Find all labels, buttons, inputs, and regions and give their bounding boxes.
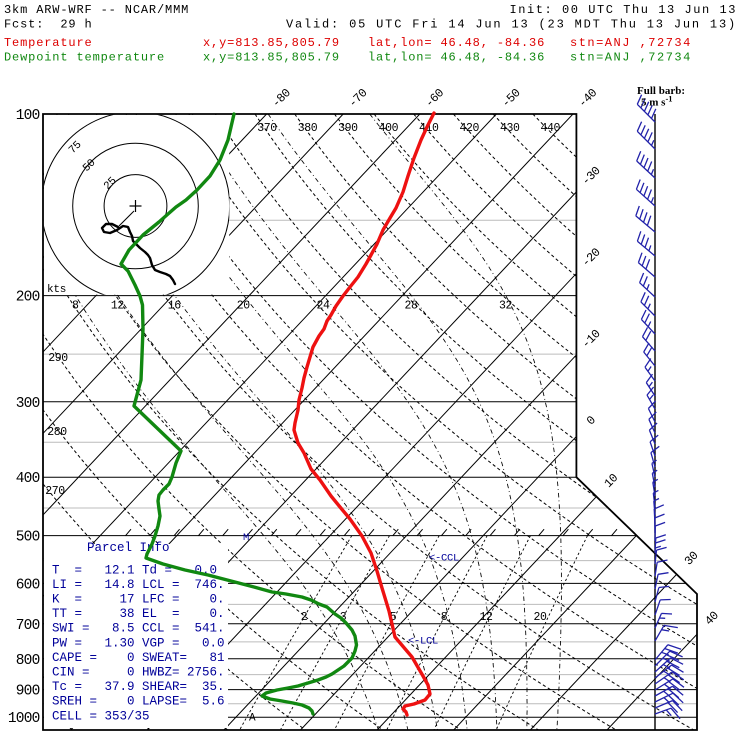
svg-text:300: 300	[16, 396, 40, 412]
svg-text:20: 20	[533, 611, 547, 624]
svg-text:280: 280	[47, 426, 67, 439]
svg-text:8: 8	[441, 611, 448, 624]
svg-text:lat,lon= 46.48, -84.36: lat,lon= 46.48, -84.36	[368, 36, 545, 50]
svg-text:800: 800	[16, 653, 40, 669]
svg-text:5: 5	[390, 611, 397, 624]
svg-text:A: A	[249, 713, 256, 725]
svg-text:stn=ANJ ,72734: stn=ANJ ,72734	[570, 51, 692, 65]
svg-text:x,y=813.85,805.79: x,y=813.85,805.79	[203, 36, 340, 50]
svg-text:Tc = 37.9 SHEAR= 35.: Tc = 37.9 SHEAR= 35.	[52, 680, 225, 694]
svg-text:8: 8	[72, 300, 79, 313]
svg-text:20: 20	[237, 300, 251, 313]
svg-text:<-CCL: <-CCL	[429, 553, 459, 565]
svg-text:SREH = 0 LAPSE= 5.6: SREH = 0 LAPSE= 5.6	[52, 695, 225, 709]
svg-text:Init: 00 UTC Thu 13 Jun 13: Init: 00 UTC Thu 13 Jun 13	[509, 3, 737, 17]
svg-text:Fcst: 29 h: Fcst: 29 h	[4, 18, 93, 32]
svg-text:380: 380	[298, 122, 318, 135]
svg-text:TT = 38 EL = 0.: TT = 38 EL = 0.	[52, 607, 225, 621]
svg-text:32: 32	[499, 300, 513, 313]
svg-text:100: 100	[16, 108, 40, 124]
svg-text:370: 370	[257, 122, 277, 135]
svg-text:12: 12	[111, 300, 125, 313]
svg-text:Valid: 05 UTC Fri 14 Jun 13 (2: Valid: 05 UTC Fri 14 Jun 13 (23 MDT Thu …	[286, 18, 737, 32]
svg-text:PW = 1.30 VGP = 0.0: PW = 1.30 VGP = 0.0	[52, 636, 225, 650]
svg-text:28: 28	[404, 300, 418, 313]
svg-text:LI = 14.8 LCL = 746.: LI = 14.8 LCL = 746.	[52, 578, 225, 592]
svg-text:CIN = 0 HWBZ= 2756.: CIN = 0 HWBZ= 2756.	[52, 666, 225, 680]
svg-text:Temperature: Temperature	[4, 36, 93, 50]
svg-text:12: 12	[479, 611, 493, 624]
svg-text:400: 400	[379, 122, 399, 135]
svg-text:500: 500	[16, 530, 40, 546]
svg-text:<-LCL: <-LCL	[408, 636, 438, 648]
svg-text:M: M	[243, 532, 249, 544]
svg-text:290: 290	[48, 352, 68, 365]
svg-text:Parcel Info: Parcel Info	[87, 541, 170, 555]
svg-text:Full barb:: Full barb:	[637, 85, 685, 97]
svg-text:K = 17 LFC = 0.: K = 17 LFC = 0.	[52, 593, 225, 607]
svg-text:kts: kts	[47, 284, 66, 296]
svg-text:CELL = 353/35: CELL = 353/35	[52, 709, 150, 723]
svg-text:5 m s-1: 5 m s-1	[641, 94, 673, 109]
svg-text:900: 900	[16, 684, 40, 700]
svg-text:CAPE = 0 SWEAT= 81: CAPE = 0 SWEAT= 81	[52, 651, 225, 665]
svg-text:x,y=813.85,805.79: x,y=813.85,805.79	[203, 51, 340, 65]
svg-text:700: 700	[16, 618, 40, 634]
svg-text:440: 440	[540, 122, 560, 135]
svg-text:16: 16	[168, 300, 182, 313]
svg-text:390: 390	[338, 122, 358, 135]
svg-text:200: 200	[16, 290, 40, 306]
svg-text:3km ARW-WRF -- NCAR/MMM: 3km ARW-WRF -- NCAR/MMM	[4, 3, 189, 17]
svg-text:400: 400	[16, 471, 40, 487]
svg-text:2: 2	[301, 611, 308, 624]
svg-text:430: 430	[500, 122, 520, 135]
svg-text:420: 420	[460, 122, 480, 135]
svg-text:lat,lon= 46.48, -84.36: lat,lon= 46.48, -84.36	[368, 51, 545, 65]
svg-text:270: 270	[45, 485, 65, 498]
svg-text:24: 24	[316, 300, 330, 313]
svg-text:Dewpoint temperature: Dewpoint temperature	[4, 51, 165, 65]
svg-text:stn=ANJ ,72734: stn=ANJ ,72734	[570, 36, 692, 50]
svg-text:3: 3	[340, 611, 347, 624]
svg-text:600: 600	[16, 577, 40, 593]
svg-text:1000: 1000	[8, 711, 40, 727]
svg-text:SWI = 8.5 CCL = 541.: SWI = 8.5 CCL = 541.	[52, 622, 225, 636]
